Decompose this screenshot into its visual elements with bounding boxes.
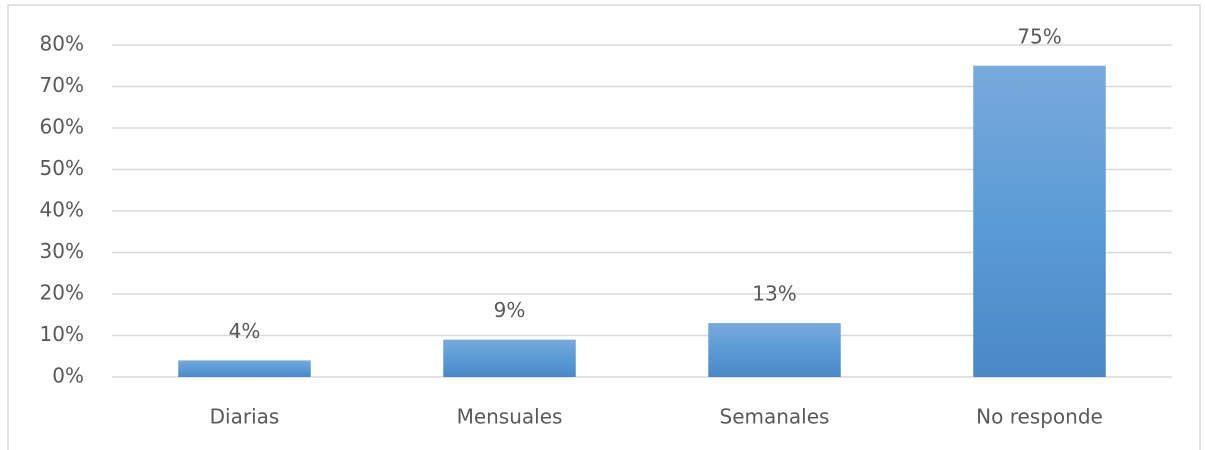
y-tick-label: 40% [40,198,84,222]
y-tick-label: 50% [40,156,84,180]
y-tick-label: 0% [52,364,84,388]
data-label: 4% [229,319,261,343]
bar [708,323,841,377]
y-tick-label: 30% [40,239,84,263]
x-tick-label: Diarias [210,405,280,429]
bar [178,360,311,377]
chart-border [7,4,1201,450]
bar [973,65,1106,377]
x-tick-label: No responde [976,405,1103,429]
y-tick-label: 80% [40,32,84,56]
x-tick-label: Mensuales [457,405,563,429]
x-tick-label: Semanales [720,405,830,429]
y-tick-label: 20% [40,281,84,305]
bar [443,339,576,377]
data-label: 9% [494,298,526,322]
y-tick-label: 10% [40,322,84,346]
data-label: 13% [752,282,796,306]
y-tick-label: 60% [40,115,84,139]
data-label: 75% [1017,24,1061,48]
y-tick-label: 70% [40,73,84,97]
